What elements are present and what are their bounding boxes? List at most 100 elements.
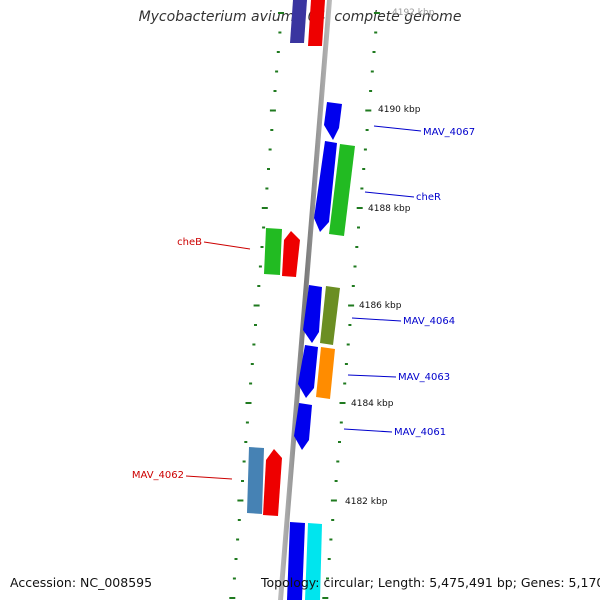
kbp-label-4186: 4186 kbp xyxy=(359,301,402,311)
track-tick xyxy=(370,70,374,73)
gene-label-mav4063[interactable]: MAV_4063 xyxy=(398,372,450,383)
track-tick xyxy=(334,480,338,482)
track-tick xyxy=(253,304,260,307)
track-tick xyxy=(338,441,341,443)
gene-feature-blue-4186[interactable] xyxy=(303,285,322,343)
gene-feature-blue-4184a[interactable] xyxy=(298,345,318,398)
gene-label-mav4064[interactable]: MAV_4064 xyxy=(403,316,455,327)
leader-line xyxy=(343,428,393,433)
track-tick xyxy=(244,441,248,443)
outer-tick-track xyxy=(322,12,380,599)
leader-line xyxy=(364,191,415,198)
gene-label-cher[interactable]: cheR xyxy=(416,192,441,203)
track-tick xyxy=(348,304,355,307)
track-tick xyxy=(343,382,347,385)
inner-tick-track xyxy=(229,12,284,599)
track-tick xyxy=(260,246,264,248)
track-tick xyxy=(237,519,241,521)
gene-label-leaders xyxy=(185,125,422,480)
track-tick xyxy=(365,109,372,112)
track-tick xyxy=(250,363,254,365)
track-tick xyxy=(245,421,249,424)
track-tick xyxy=(360,187,364,190)
gene-feature-cher[interactable] xyxy=(314,141,337,232)
kbp-label-4192: 4192 kbp xyxy=(392,8,435,18)
gene-label-mav4061[interactable]: MAV_4061 xyxy=(394,427,446,438)
track-tick xyxy=(362,168,366,170)
track-tick xyxy=(229,597,236,599)
track-tick xyxy=(326,577,329,580)
track-tick xyxy=(254,324,257,326)
track-tick xyxy=(278,12,284,14)
kbp-label-4188: 4188 kbp xyxy=(368,204,411,214)
track-tick xyxy=(348,324,352,326)
track-tick xyxy=(273,90,277,92)
track-tick xyxy=(258,265,262,268)
track-tick xyxy=(232,577,236,580)
track-tick xyxy=(346,343,350,346)
track-tick xyxy=(355,246,359,248)
track-tick xyxy=(322,597,329,599)
track-tick xyxy=(242,460,246,463)
gene-feature-mav4067[interactable] xyxy=(324,102,342,140)
track-tick xyxy=(372,51,376,53)
gene-feature-cyan-bottom[interactable] xyxy=(305,523,322,600)
track-tick xyxy=(278,31,282,34)
track-tick xyxy=(329,538,333,541)
kbp-labels: 4192 kbp 4190 kbp 4188 kbp 4186 kbp 4184… xyxy=(345,8,435,507)
track-tick xyxy=(275,70,279,73)
gene-feature-mav4062-red[interactable] xyxy=(263,449,282,516)
track-tick xyxy=(357,226,360,229)
gene-feature-mav4061[interactable] xyxy=(294,403,312,450)
leader-line xyxy=(351,317,402,322)
gene-feature-cheb-green[interactable] xyxy=(264,228,282,275)
track-tick xyxy=(336,460,340,463)
track-tick xyxy=(265,187,269,190)
kbp-label-4182: 4182 kbp xyxy=(345,497,388,507)
track-tick xyxy=(353,265,357,268)
gene-labels: MAV_4067 cheR cheB MAV_4064 MAV_4063 MAV… xyxy=(132,127,475,481)
track-tick xyxy=(237,499,244,502)
track-tick xyxy=(344,363,348,365)
leader-line xyxy=(373,125,422,132)
track-tick xyxy=(268,148,272,151)
gene-label-mav4062[interactable]: MAV_4062 xyxy=(132,470,184,481)
track-tick xyxy=(339,421,343,424)
gene-feature-blue-bottom[interactable] xyxy=(287,522,305,600)
track-tick xyxy=(276,51,280,53)
gene-feature-green-right[interactable] xyxy=(329,144,355,236)
track-tick xyxy=(374,31,378,34)
track-tick xyxy=(262,226,266,229)
track-tick xyxy=(236,538,240,541)
track-tick xyxy=(269,109,276,112)
track-tick xyxy=(327,558,331,560)
gene-features xyxy=(247,0,355,600)
gene-feature-mav4062-blue[interactable] xyxy=(247,447,264,514)
track-tick xyxy=(270,129,274,131)
track-tick xyxy=(365,129,369,131)
gene-label-cheb[interactable]: cheB xyxy=(177,237,202,248)
gene-feature-mav4064[interactable] xyxy=(320,286,340,345)
accession-text: Accession: NC_008595 xyxy=(10,575,153,590)
gene-feature-purple[interactable] xyxy=(290,0,307,43)
track-tick xyxy=(267,168,270,170)
track-tick xyxy=(234,558,238,560)
track-tick xyxy=(339,402,346,404)
track-tick xyxy=(330,499,337,502)
genome-backbone xyxy=(278,0,332,600)
track-tick xyxy=(241,480,244,482)
track-tick xyxy=(252,343,256,346)
track-tick xyxy=(369,90,373,92)
track-tick xyxy=(351,285,355,287)
gene-feature-red-top[interactable] xyxy=(308,0,325,46)
gene-feature-cheb-red[interactable] xyxy=(282,231,300,277)
track-tick xyxy=(249,382,253,385)
kbp-label-4190: 4190 kbp xyxy=(378,105,421,115)
track-tick xyxy=(373,12,380,14)
gene-feature-mav4063[interactable] xyxy=(316,347,335,399)
genome-summary-text: Topology: circular; Length: 5,475,491 bp… xyxy=(261,575,600,590)
track-tick xyxy=(261,207,268,209)
gene-label-mav4067[interactable]: MAV_4067 xyxy=(423,127,475,138)
